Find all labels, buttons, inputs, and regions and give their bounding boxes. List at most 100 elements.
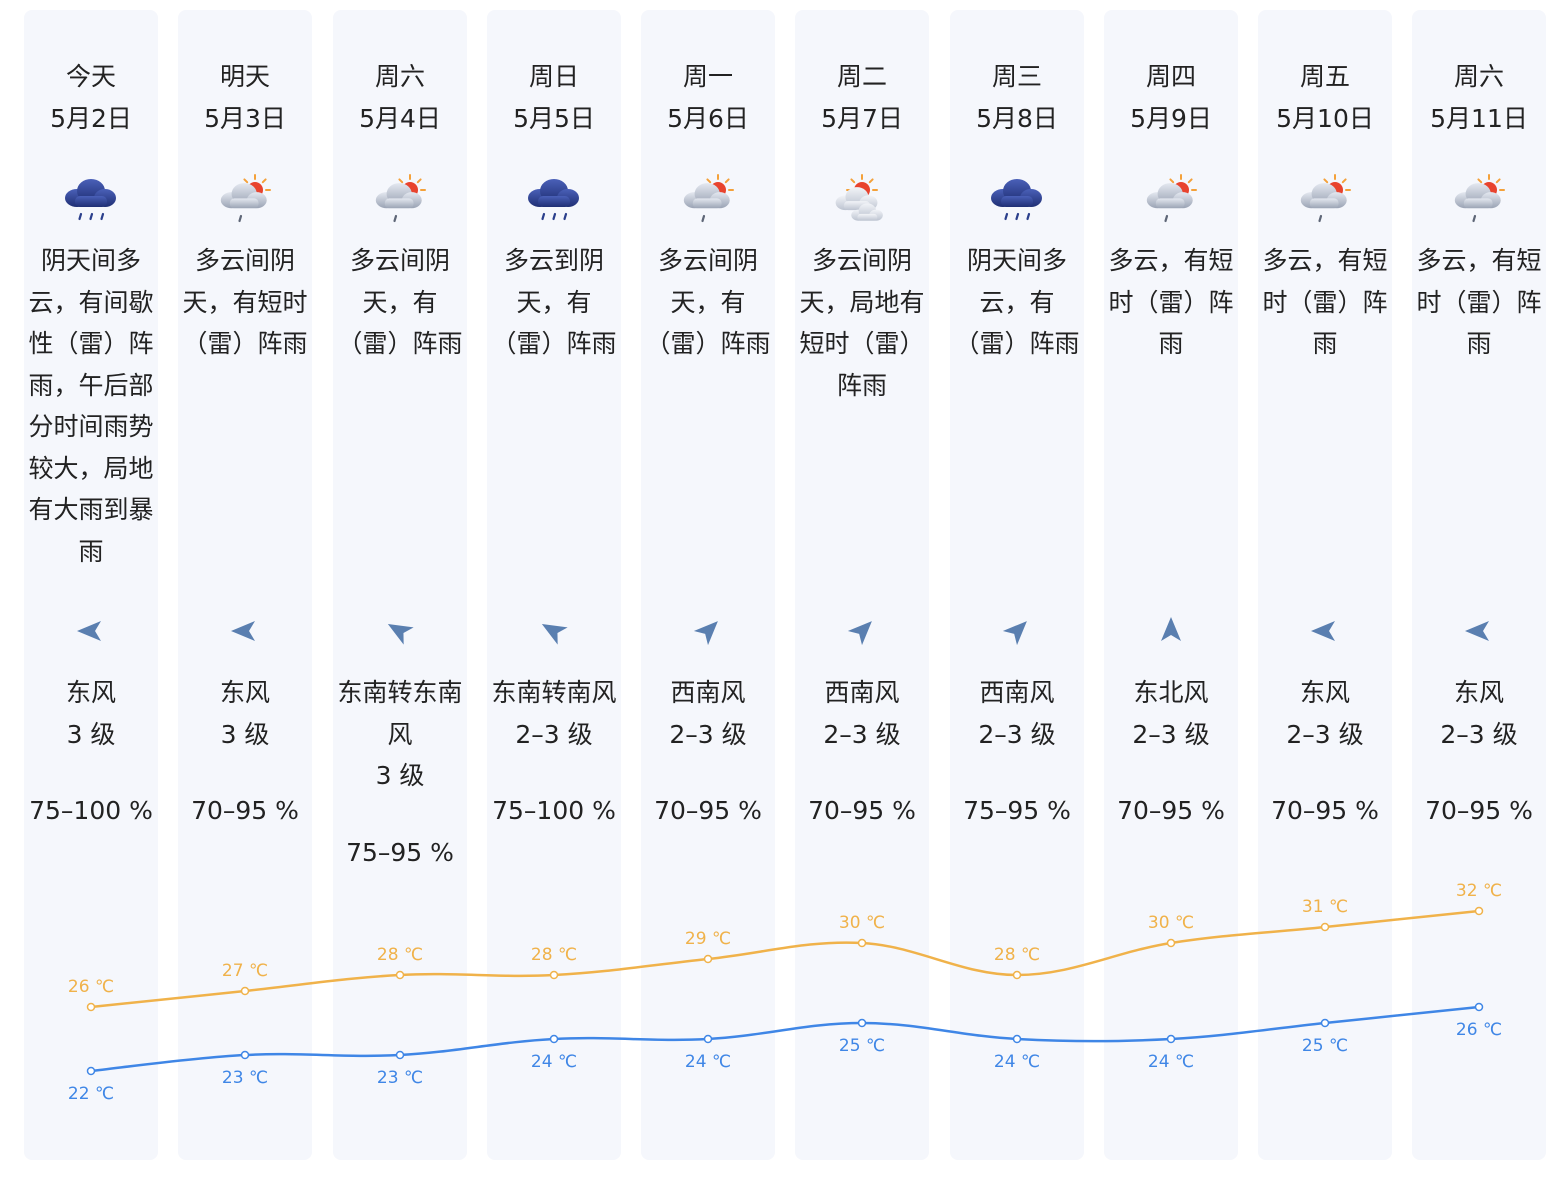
wind-direction: 东风 bbox=[1453, 678, 1504, 707]
day-date: 5月11日 bbox=[1430, 104, 1528, 133]
day-name: 周五 bbox=[1299, 62, 1350, 91]
day-date: 5月3日 bbox=[204, 104, 286, 133]
sun-cloud-rain-icon bbox=[375, 174, 426, 223]
wind-direction: 东南转南风 bbox=[491, 678, 617, 707]
wind-level: 2–3 级 bbox=[669, 719, 747, 749]
rain-cloud-icon bbox=[528, 179, 579, 221]
day-date: 5月9日 bbox=[1130, 104, 1212, 133]
wind-direction-arrow-icon bbox=[1311, 621, 1335, 641]
humidity: 75–95 % bbox=[346, 837, 454, 867]
wind-direction-arrow-icon bbox=[1002, 621, 1027, 646]
weather-description: 多云间阴天，有（雷）阵雨 bbox=[645, 246, 771, 358]
wind-direction: 西南风 bbox=[670, 678, 746, 707]
humidity: 75–100 % bbox=[29, 796, 153, 825]
wind-direction-arrow-icon bbox=[387, 624, 414, 645]
day-name: 周六 bbox=[1453, 62, 1504, 91]
weather-description: 多云到阴天，有（雷）阵雨 bbox=[491, 246, 617, 358]
wind-direction-arrow-icon bbox=[541, 624, 568, 645]
day-name: 周四 bbox=[1145, 62, 1196, 91]
wind-level: 2–3 级 bbox=[1132, 719, 1210, 749]
wind-info: 东北风 2–3 级 70–95 % bbox=[1104, 672, 1238, 832]
sun-cloud-rain-icon bbox=[683, 174, 734, 223]
day-date: 5月5日 bbox=[513, 104, 595, 133]
day-name: 周日 bbox=[528, 62, 579, 91]
forecast-day-column: 周三 5月8日阴天间多云，有（雷）阵雨西南风 2–3 级 75–95 % bbox=[950, 10, 1084, 1160]
humidity: 70–95 % bbox=[808, 796, 916, 825]
day-name: 周一 bbox=[682, 62, 733, 91]
wind-info: 西南风 2–3 级 70–95 % bbox=[641, 672, 775, 832]
wind-level: 2–3 级 bbox=[978, 719, 1056, 749]
wind-level: 3 级 bbox=[66, 719, 116, 749]
day-date: 5月4日 bbox=[359, 104, 441, 133]
wind-direction: 东风 bbox=[219, 678, 270, 707]
weather-description: 多云，有短时（雷）阵雨 bbox=[1108, 246, 1234, 358]
forecast-day-column: 周四 5月9日多云，有短时（雷）阵雨东北风 2–3 级 70–95 % bbox=[1104, 10, 1238, 1160]
sun-cloud-rain-icon bbox=[1454, 174, 1505, 223]
humidity: 70–95 % bbox=[654, 796, 762, 825]
forecast-day-column: 今天 5月2日阴天间多云，有间歇性（雷）阵雨，午后部分时间雨势较大，局地有大雨到暴… bbox=[24, 10, 158, 1160]
wind-direction-arrow-icon bbox=[1161, 617, 1181, 641]
wind-level: 2–3 级 bbox=[515, 719, 593, 749]
wind-direction: 东风 bbox=[1299, 678, 1350, 707]
wind-direction-arrow-icon bbox=[77, 621, 101, 641]
humidity: 70–95 % bbox=[1271, 796, 1379, 825]
sun-cloud-rain-icon bbox=[1146, 174, 1197, 223]
day-date: 5月8日 bbox=[976, 104, 1058, 133]
day-date: 5月2日 bbox=[50, 104, 132, 133]
sun-cloud-rain-icon bbox=[220, 174, 271, 223]
humidity: 70–95 % bbox=[1117, 796, 1225, 825]
rain-cloud-icon bbox=[991, 179, 1042, 221]
wind-direction: 西南风 bbox=[979, 678, 1055, 707]
wind-level: 2–3 级 bbox=[1440, 719, 1518, 749]
weather-description: 多云间阴天，有（雷）阵雨 bbox=[337, 246, 463, 358]
day-name: 周六 bbox=[374, 62, 425, 91]
wind-direction: 东北风 bbox=[1133, 678, 1209, 707]
wind-info: 东南转南风 2–3 级 75–100 % bbox=[487, 672, 621, 832]
humidity: 75–100 % bbox=[492, 796, 616, 825]
wind-direction: 东风 bbox=[65, 678, 116, 707]
forecast-day-column: 明天 5月3日多云间阴天，有短时（雷）阵雨东风 3 级 70–95 % bbox=[178, 10, 312, 1160]
day-date: 5月7日 bbox=[821, 104, 903, 133]
wind-level: 3 级 bbox=[375, 761, 425, 790]
forecast-day-column: 周日 5月5日多云到阴天，有（雷）阵雨东南转南风 2–3 级 75–100 % bbox=[487, 10, 621, 1160]
forecast-day-column: 周五 5月10日多云，有短时（雷）阵雨东风 2–3 级 70–95 % bbox=[1258, 10, 1392, 1160]
weather-description: 多云，有短时（雷）阵雨 bbox=[1262, 246, 1388, 358]
forecast-day-column: 周六 5月11日多云，有短时（雷）阵雨东风 2–3 级 70–95 % bbox=[1412, 10, 1546, 1160]
weather-description: 阴天间多云，有（雷）阵雨 bbox=[954, 246, 1080, 358]
wind-info: 东风 3 级 70–95 % bbox=[178, 672, 312, 832]
wind-info: 东南转东南风 3 级 75–95 % bbox=[333, 672, 467, 873]
day-name: 周三 bbox=[991, 62, 1042, 91]
wind-level: 3 级 bbox=[220, 719, 270, 749]
forecast-day-column: 周二 5月7日 多云间阴天，局地有短时（雷）阵雨 西南风 2–3 级 70–95 % bbox=[795, 10, 929, 1160]
wind-info: 东风 2–3 级 70–95 % bbox=[1258, 672, 1392, 832]
rain-cloud-icon bbox=[65, 179, 116, 221]
weather-description: 多云间阴天，有短时（雷）阵雨 bbox=[182, 246, 308, 358]
wind-direction-arrow-icon bbox=[847, 621, 872, 646]
weather-description: 多云间阴天，局地有短时（雷）阵雨 bbox=[799, 246, 925, 400]
weather-description: 阴天间多云，有间歇性（雷）阵雨，午后部分时间雨势较大，局地有大雨到暴雨 bbox=[28, 246, 154, 566]
sun-cloud-rain-icon bbox=[1300, 174, 1351, 223]
wind-direction-arrow-icon bbox=[693, 621, 718, 646]
day-date: 5月10日 bbox=[1276, 104, 1374, 133]
day-name: 周二 bbox=[836, 62, 887, 91]
wind-direction: 东南转东南风 bbox=[337, 678, 463, 749]
humidity: 70–95 % bbox=[191, 796, 299, 825]
sun-clouds-icon bbox=[835, 174, 883, 221]
wind-direction-arrow-icon bbox=[231, 621, 255, 641]
wind-info: 西南风 2–3 级 70–95 % bbox=[795, 672, 929, 832]
wind-info: 东风 3 级 75–100 % bbox=[24, 672, 158, 832]
wind-info: 西南风 2–3 级 75–95 % bbox=[950, 672, 1084, 832]
wind-level: 2–3 级 bbox=[823, 719, 901, 749]
forecast-day-column: 周六 5月4日多云间阴天，有（雷）阵雨东南转东南风 3 级 75–95 % bbox=[333, 10, 467, 1160]
forecast-day-column: 周一 5月6日多云间阴天，有（雷）阵雨西南风 2–3 级 70–95 % bbox=[641, 10, 775, 1160]
weather-description: 多云，有短时（雷）阵雨 bbox=[1416, 246, 1542, 358]
humidity: 70–95 % bbox=[1425, 796, 1533, 825]
day-name: 明天 bbox=[219, 62, 270, 91]
day-name: 今天 bbox=[65, 62, 116, 91]
wind-direction-arrow-icon bbox=[1465, 621, 1489, 641]
day-date: 5月6日 bbox=[667, 104, 749, 133]
wind-info: 东风 2–3 级 70–95 % bbox=[1412, 672, 1546, 832]
wind-level: 2–3 级 bbox=[1286, 719, 1364, 749]
humidity: 75–95 % bbox=[963, 796, 1071, 825]
